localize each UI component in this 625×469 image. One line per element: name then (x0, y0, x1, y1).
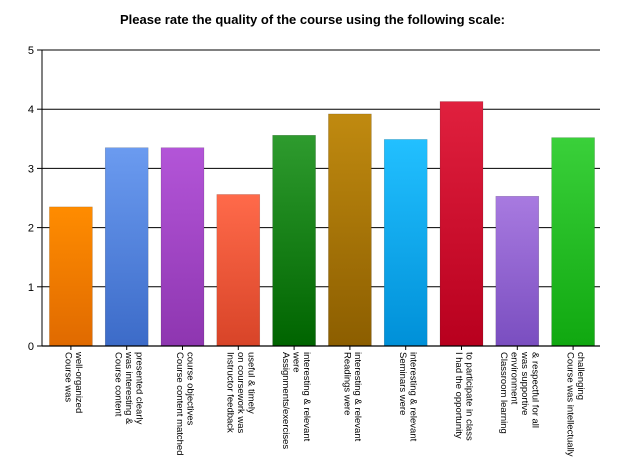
y-tick-label: 4 (28, 104, 34, 116)
x-tick-label: Assignments/exercises were interesting & r… (280, 351, 312, 449)
bar (104, 147, 149, 347)
x-tick-label-line: to participate in class (464, 352, 475, 441)
x-tick-label: I had the opportunity to participate in c… (453, 352, 475, 441)
x-tick-label-line: presented clearly (134, 352, 145, 425)
x-tick-label: Seminars were interesting & relevant (397, 352, 419, 442)
bar (216, 194, 261, 347)
x-tick-label-line: were (291, 351, 302, 373)
x-tick-label-line: interesting & relevant (301, 352, 312, 442)
x-tick-label-line: was interesting & (123, 351, 134, 425)
y-tick-label: 2 (28, 223, 34, 235)
bar (495, 195, 540, 347)
bar (272, 134, 316, 347)
x-tick-label: Instructor feedback on coursework was usef… (224, 352, 256, 434)
y-tick-label: 1 (28, 282, 34, 294)
y-tick-label: 3 (28, 163, 34, 175)
x-tick-label-line: useful & timely (245, 352, 256, 414)
x-tick-label-line: was supportive (519, 351, 530, 415)
x-tick-label-line: interesting & relevant (352, 352, 363, 442)
x-tick-label-line: Course was (62, 352, 73, 402)
chart-title: Please rate the quality of the course us… (119, 12, 506, 27)
x-tick-label: Course content matched course objectives (174, 352, 196, 456)
x-tick-label-line: Course content (113, 352, 124, 417)
x-tick-label-line: I had the opportunity (453, 352, 464, 439)
x-tick-label-line: Course content matched (174, 352, 185, 456)
x-tick-label-line: & respectful for all (529, 352, 540, 428)
x-tick-label-line: Classroom learning (498, 352, 509, 434)
x-tick-label: Course content was interesting & presented… (113, 351, 145, 425)
bar (328, 113, 372, 347)
y-tick-label: 0 (28, 341, 34, 353)
x-tick-label-line: well-organized (73, 351, 84, 413)
x-tick-label-line: environment (508, 352, 519, 405)
x-tick-label: Course was well-organized (62, 351, 84, 413)
x-tick-label-line: challenging (575, 352, 586, 400)
x-tick-label-line: Course was intellectually (565, 352, 576, 457)
x-tick-label-line: Assignments/exercises (280, 352, 291, 449)
x-tick-label-line: Readings were (341, 352, 352, 415)
bar (383, 139, 428, 347)
x-tick-label: Readings were interesting & relevant (341, 352, 363, 442)
x-tick-label-line: Instructor feedback (224, 352, 235, 433)
x-tick-label: Course was intellectually challenging (565, 352, 587, 457)
x-tick-label-line: on coursework was (235, 352, 246, 434)
bar (49, 206, 93, 347)
bar (551, 137, 595, 347)
bar (160, 147, 205, 347)
y-tick-label: 5 (28, 45, 34, 57)
x-tick-label: Classroom learning environment was support… (498, 351, 541, 434)
x-tick-label-line: Seminars were (397, 352, 408, 415)
x-tick-label-line: interesting & relevant (408, 352, 419, 442)
bar (439, 101, 484, 347)
x-tick-label-line: course objectives (185, 352, 196, 426)
